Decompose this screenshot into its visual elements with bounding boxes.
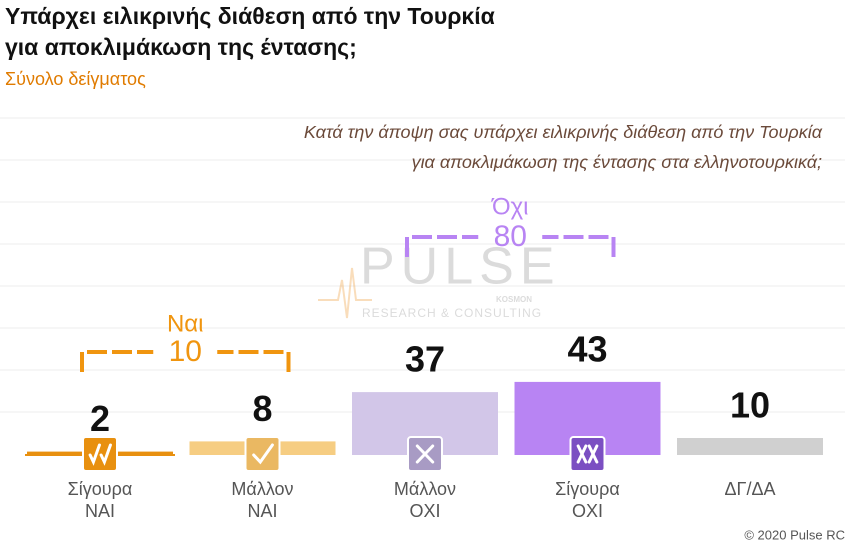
icon — [82, 436, 118, 472]
icon — [407, 436, 443, 472]
bracket — [217, 350, 291, 372]
x-tick-label: ΟΧΙ — [572, 501, 603, 521]
bar — [677, 438, 823, 455]
x-tick-label: ΟΧΙ — [409, 501, 440, 521]
value-label: 43 — [567, 328, 607, 369]
value-label: 37 — [405, 339, 445, 380]
icon-box — [569, 436, 606, 472]
bracket — [405, 235, 479, 257]
icon-glyph — [99, 443, 112, 466]
question: για αποκλιμάκωση της έντασης στα ελληνοτ… — [412, 152, 822, 172]
question: Κατά την άποψη σας υπάρχει ειλικρινής δι… — [304, 122, 823, 142]
watermark: PULSE KOSMON RESEARCH & CONSULTING — [318, 238, 561, 320]
icon-glyph — [576, 444, 588, 464]
x-tick-label: Μάλλον — [231, 479, 293, 499]
group-label: Ναι — [167, 310, 204, 337]
icon-glyph — [252, 443, 274, 465]
watermark-name: PULSE — [360, 238, 561, 296]
chart-title: Υπάρχει ειλικρινής διάθεση από την Τουρκ… — [5, 3, 495, 29]
background-grid — [0, 117, 845, 413]
x-tick-label: Μάλλον — [394, 479, 456, 499]
chart-title: για αποκλιμάκωση της έντασης; — [5, 34, 357, 60]
copyright: © 2020 Pulse RC — [744, 527, 845, 542]
watermark-tag: KOSMON — [496, 295, 532, 304]
x-tick-label: ΝΑΙ — [247, 501, 277, 521]
bracket — [80, 350, 154, 372]
icon-glyph — [88, 443, 101, 466]
group-total: 10 — [169, 335, 202, 368]
value-label: 10 — [730, 385, 770, 426]
group-label: Όχι — [491, 193, 529, 220]
icon — [569, 436, 606, 472]
x-tick-label: ΔΓ/ΔΑ — [725, 479, 776, 499]
x-tick-label: Σίγουρα — [555, 479, 620, 499]
chart-subtitle: Σύνολο δείγματος — [5, 69, 146, 89]
watermark-line: RESEARCH & CONSULTING — [362, 306, 542, 320]
bracket — [542, 235, 616, 257]
x-tick-label: ΝΑΙ — [85, 501, 115, 521]
value-label: 8 — [252, 388, 272, 429]
icon — [244, 436, 281, 472]
icon-glyph — [587, 444, 599, 464]
value-label: 2 — [90, 398, 110, 439]
group-total: 80 — [494, 220, 527, 253]
icon-glyph — [415, 444, 435, 464]
x-tick-label: Σίγουρα — [68, 479, 133, 499]
icon-box — [244, 436, 281, 472]
